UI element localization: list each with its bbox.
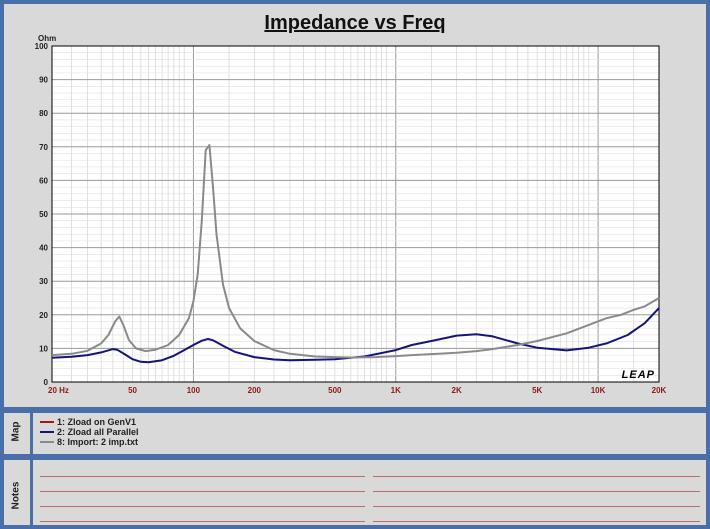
- x-tick-label: 10K: [591, 386, 606, 395]
- legend-label: 2: Zload all Parallel: [57, 427, 139, 437]
- note-line: [373, 506, 700, 507]
- note-line: [40, 506, 365, 507]
- x-tick-label: 20 Hz: [48, 386, 69, 395]
- leap-logo: LEAP: [622, 369, 655, 381]
- map-divider: [30, 413, 33, 456]
- series-line-8-import-2-imp-txt: [51, 144, 660, 359]
- y-tick-label: 100: [35, 42, 49, 51]
- y-tick-label: 80: [39, 109, 48, 118]
- x-tick-label: 1K: [391, 386, 401, 395]
- x-tick-label: 500: [328, 386, 342, 395]
- y-tick-label: 20: [39, 311, 48, 320]
- y-tick-label: 50: [39, 210, 48, 219]
- y-tick-label: 70: [39, 143, 48, 152]
- y-tick-label: 10: [39, 344, 48, 353]
- notes-panel: [0, 456, 710, 529]
- x-tick-label: 20K: [652, 386, 667, 395]
- x-tick-label: 100: [187, 386, 201, 395]
- note-line: [373, 491, 700, 492]
- note-line: [40, 491, 365, 492]
- y-tick-label: 90: [39, 76, 48, 85]
- y-tick-label: 60: [39, 176, 48, 185]
- legend-item: 8: Import: 2 imp.txt: [40, 437, 138, 447]
- chart-title: Impedance vs Freq: [264, 12, 446, 34]
- y-tick-label: 30: [39, 277, 48, 286]
- y-axis-label: Ohm: [38, 34, 56, 43]
- x-tick-label: 50: [128, 386, 137, 395]
- legend-label: 8: Import: 2 imp.txt: [57, 437, 139, 447]
- notes-divider: [30, 460, 33, 525]
- y-tick-label: 40: [39, 244, 48, 253]
- note-line: [373, 476, 700, 477]
- legend-label: 1: Zload on GenV1: [57, 417, 137, 427]
- legend-item: 1: Zload on GenV1: [40, 417, 136, 427]
- series-line-2-zload-all-parallel: [51, 307, 660, 364]
- legend-item: 2: Zload all Parallel: [40, 427, 139, 437]
- note-line: [40, 476, 365, 477]
- y-tick-label: 0: [44, 378, 49, 387]
- map-label: Map: [10, 421, 22, 442]
- notes-label: Notes: [10, 481, 22, 510]
- x-tick-label: 5K: [532, 386, 542, 395]
- legend-swatch: [40, 421, 54, 423]
- x-tick-label: 200: [248, 386, 262, 395]
- x-tick-label: 2K: [452, 386, 462, 395]
- note-line: [373, 521, 700, 522]
- legend-swatch: [40, 441, 54, 443]
- note-line: [40, 521, 365, 522]
- plot-border: [51, 45, 660, 383]
- legend-swatch: [40, 431, 54, 433]
